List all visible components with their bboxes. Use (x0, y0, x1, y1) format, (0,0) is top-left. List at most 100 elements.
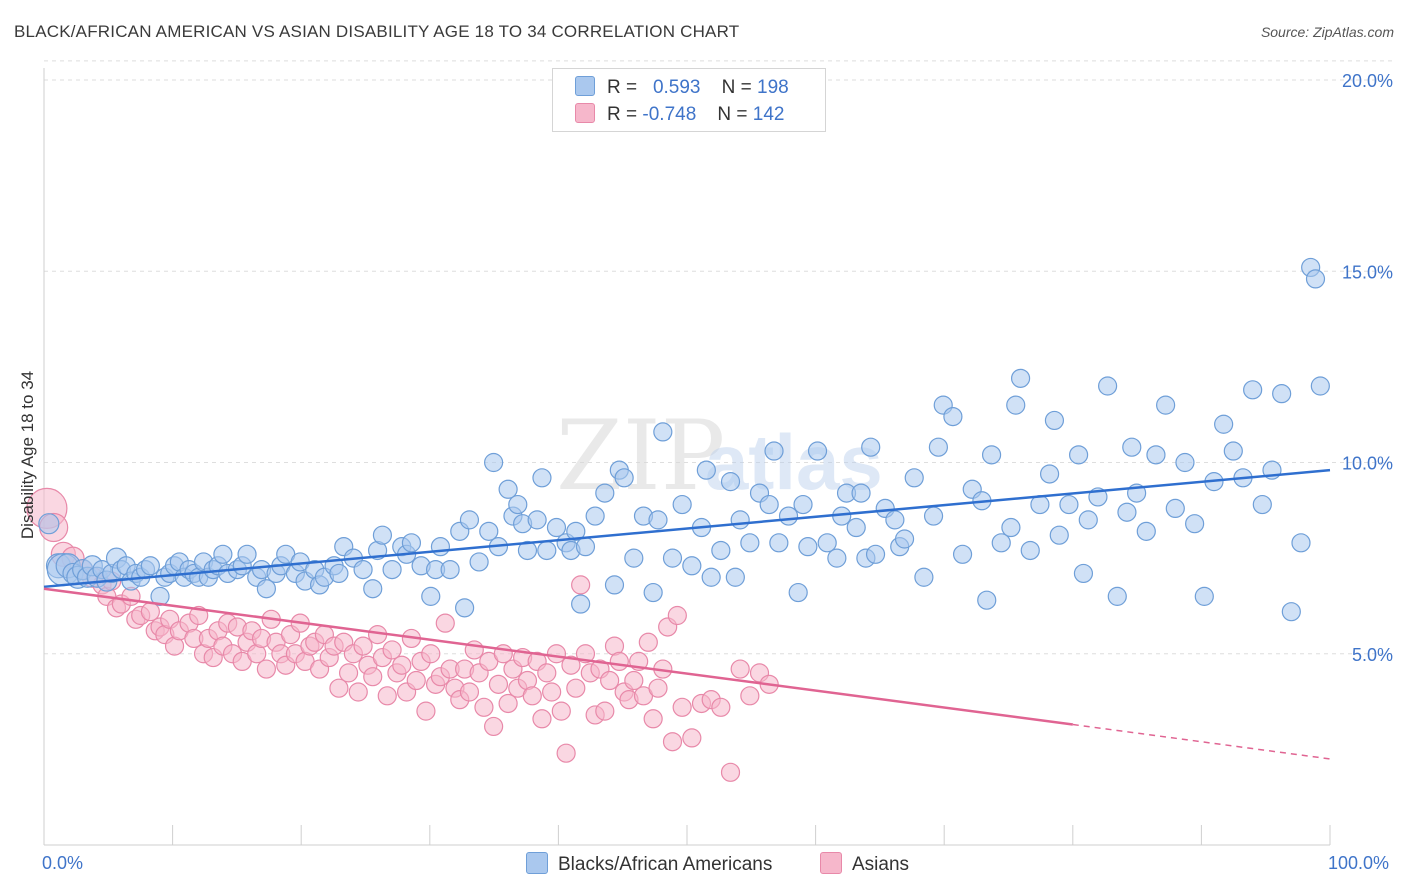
blacks-point (798, 537, 818, 557)
y-axis-label: Disability Age 18 to 34 (18, 370, 37, 540)
asians-point (600, 670, 620, 691)
legend-n-label: N = (717, 104, 748, 125)
blacks-point (421, 586, 441, 606)
asians-point (474, 697, 494, 717)
legend-r-label: R = (607, 77, 638, 98)
blacks-point (725, 567, 745, 587)
blacks-point (1243, 380, 1263, 400)
blacks-point (1078, 510, 1098, 530)
blacks-point (991, 533, 1011, 553)
asians-point (667, 605, 687, 626)
blacks-point (585, 506, 605, 526)
legend-swatch-blue (526, 852, 548, 874)
y-tick-label: 5.0% (1352, 645, 1393, 665)
legend-swatch-pink (820, 852, 842, 874)
legend-r-label: R = (607, 104, 638, 125)
asians-point (488, 674, 509, 694)
blacks-point (1059, 494, 1079, 515)
blacks-point (546, 517, 567, 538)
legend-swatch-pink (575, 103, 595, 123)
blacks-point (382, 559, 402, 580)
blacks-point (740, 533, 760, 553)
blacks-point (498, 479, 518, 499)
blacks-point (508, 494, 528, 515)
blacks-point (682, 556, 702, 576)
blacks-point (711, 540, 731, 561)
asians-point (595, 701, 615, 721)
asians-point (542, 682, 562, 702)
asians-point (551, 701, 571, 721)
blacks-point (38, 513, 60, 535)
blacks-point (817, 533, 837, 553)
bottom-legend-asians: Asians (820, 852, 909, 876)
blacks-point (1020, 540, 1040, 561)
blacks-point (150, 586, 170, 606)
blacks-point (401, 533, 422, 553)
asians-point (609, 651, 629, 672)
asians-point (566, 678, 586, 698)
bottom-legend-blacks: Blacks/African Americans (526, 852, 772, 876)
blacks-point (643, 582, 663, 603)
asians-point (522, 686, 542, 706)
blacks-point (527, 510, 547, 530)
blacks-point (1001, 517, 1021, 538)
blacks-point (1146, 445, 1166, 465)
blacks-point (459, 510, 480, 530)
blacks-point (430, 537, 451, 557)
asians-point (532, 709, 552, 729)
asians-point (416, 701, 436, 721)
asians-point (189, 605, 209, 626)
blacks-point (914, 567, 934, 587)
blacks-point (1049, 525, 1069, 545)
asians-point (556, 743, 576, 763)
asians-point (624, 670, 644, 691)
legend-r-value: -0.748 (642, 104, 697, 125)
blacks-point (1044, 410, 1065, 431)
asians-point (140, 602, 160, 622)
blacks-point (1117, 502, 1137, 522)
blacks-point (865, 544, 886, 564)
blacks-point (720, 472, 741, 492)
blacks-point (1010, 368, 1031, 388)
blacks-point (943, 407, 963, 427)
blacks-point (793, 494, 813, 515)
blacks-point (479, 521, 499, 541)
blacks-point (469, 552, 489, 572)
blacks-point (213, 544, 233, 564)
blacks-point (614, 468, 634, 488)
blacks-point (952, 544, 973, 564)
asians-point (338, 663, 359, 683)
asians-point (740, 686, 760, 706)
asians-point (638, 632, 658, 652)
blacks-point (517, 540, 538, 561)
asians-point (484, 716, 504, 737)
asians-point (498, 693, 518, 714)
legend-r-value: 0.593 (652, 77, 701, 98)
blacks-point (923, 506, 944, 526)
blacks-point (140, 556, 160, 576)
axes (43, 68, 1331, 846)
blacks-point (372, 525, 393, 545)
legend-n-value: 198 (757, 77, 789, 98)
asians-point (329, 678, 349, 698)
blacks-point (1291, 533, 1311, 553)
asians-point (575, 644, 596, 664)
blacks-point (566, 521, 586, 541)
asians-point (459, 682, 480, 702)
asians-point (662, 732, 683, 752)
blacks-point (604, 575, 625, 595)
y-tick-label: 20.0% (1342, 71, 1393, 91)
y-tick-label: 10.0% (1342, 454, 1393, 474)
blacks-point (788, 582, 808, 603)
x-tick-label-min: 0.0% (42, 853, 84, 873)
chart-title: BLACK/AFRICAN AMERICAN VS ASIAN DISABILI… (14, 22, 740, 41)
blacks-point (1272, 384, 1292, 404)
asians-point (720, 762, 741, 782)
asians-point (711, 697, 731, 717)
blacks-point (778, 506, 799, 526)
legend-series-name: Blacks/African Americans (558, 854, 773, 875)
asians-point (382, 640, 402, 660)
blacks-point (484, 452, 504, 473)
blacks-point (1305, 269, 1326, 289)
asians-point (353, 636, 373, 656)
